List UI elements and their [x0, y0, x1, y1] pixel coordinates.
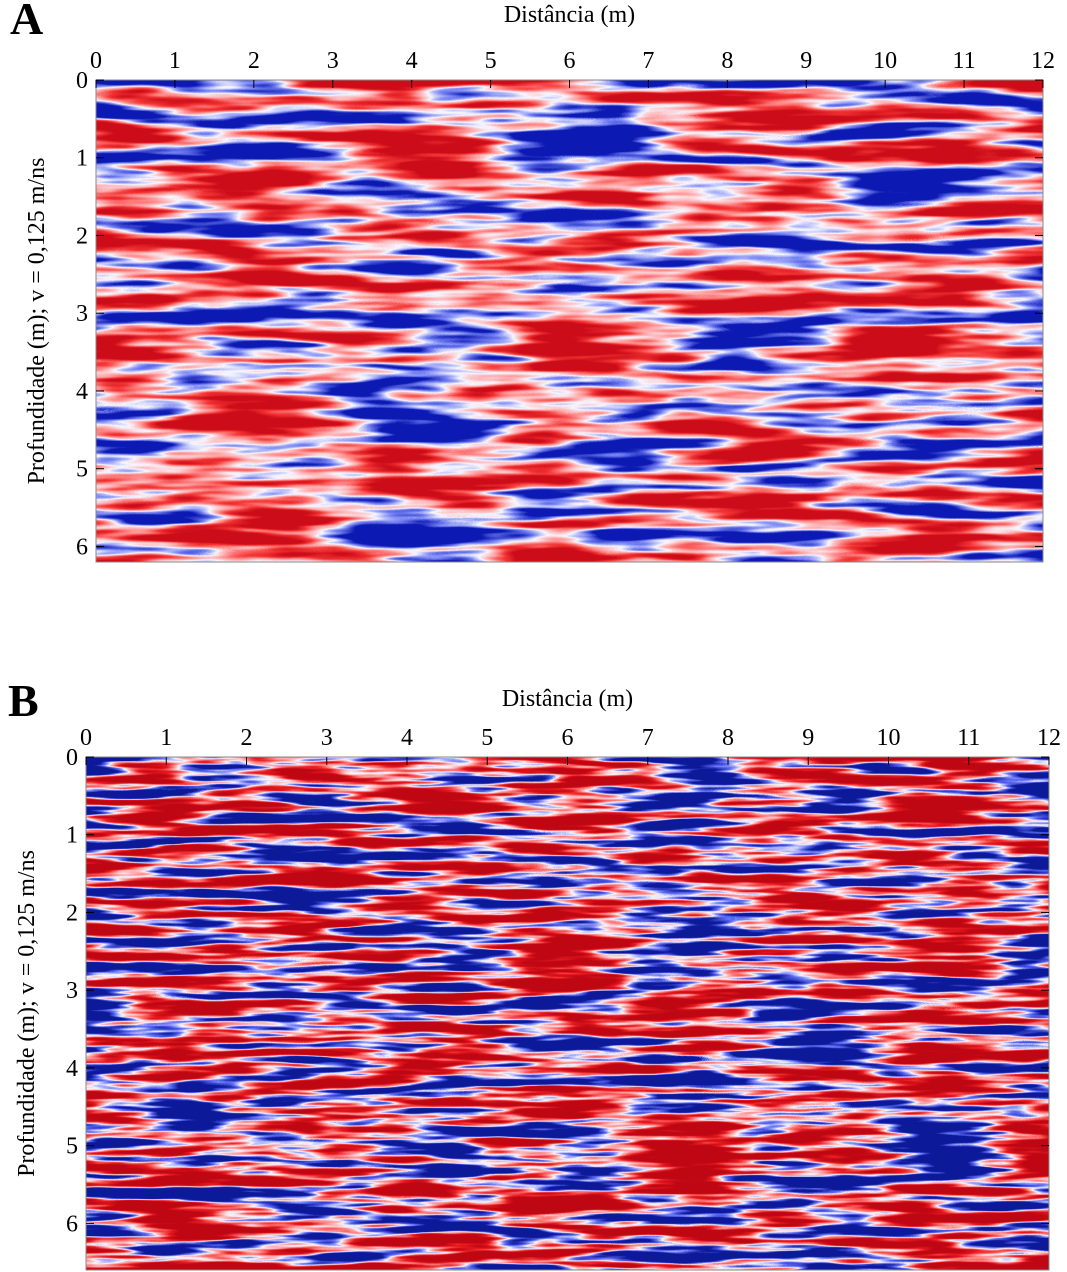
- x-tick-label: 0: [90, 48, 102, 74]
- x-tick-label: 11: [953, 48, 976, 74]
- x-tick-label: 5: [481, 725, 493, 751]
- y-axis-label: Profundidade (m); v = 0,125 m/ns: [14, 850, 40, 1177]
- x-tick-label: 2: [248, 48, 260, 74]
- y-tick-label: 5: [66, 1134, 78, 1160]
- radargram-image: [96, 80, 1043, 562]
- y-tick-label: 0: [76, 68, 88, 94]
- y-tick-label: 1: [66, 823, 78, 849]
- y-tick-label: 1: [76, 146, 88, 172]
- x-tick-label: 9: [800, 48, 812, 74]
- x-tick-label: 11: [957, 725, 980, 751]
- x-tick-label: 1: [160, 725, 172, 751]
- x-tick-label: 4: [401, 725, 413, 751]
- panel-label: B: [8, 675, 39, 726]
- y-tick-label: 6: [66, 1211, 78, 1237]
- x-tick-label: 1: [169, 48, 181, 74]
- panel-label: A: [10, 0, 43, 44]
- x-tick-label: 4: [406, 48, 418, 74]
- x-tick-label: 3: [327, 48, 339, 74]
- x-tick-label: 7: [642, 48, 654, 74]
- x-tick-label: 10: [877, 725, 901, 751]
- x-tick-label: 7: [642, 725, 654, 751]
- x-tick-label: 0: [80, 725, 92, 751]
- x-tick-label: 10: [873, 48, 897, 74]
- x-tick-label: 3: [321, 725, 333, 751]
- y-tick-label: 2: [66, 900, 78, 926]
- x-tick-label: 12: [1031, 48, 1055, 74]
- y-tick-label: 3: [66, 978, 78, 1004]
- x-tick-label: 9: [802, 725, 814, 751]
- x-tick-label: 2: [241, 725, 253, 751]
- radargram-image: [86, 757, 1049, 1270]
- y-tick-label: 5: [76, 457, 88, 483]
- x-tick-label: 6: [562, 725, 574, 751]
- x-tick-label: 12: [1037, 725, 1061, 751]
- x-axis-label: Distância (m): [502, 686, 633, 712]
- y-tick-label: 3: [76, 301, 88, 327]
- y-tick-label: 4: [76, 379, 88, 405]
- x-axis-label: Distância (m): [504, 2, 635, 28]
- y-tick-label: 6: [76, 534, 88, 560]
- y-tick-label: 0: [66, 745, 78, 771]
- x-tick-label: 8: [722, 725, 734, 751]
- x-tick-label: 6: [564, 48, 576, 74]
- y-axis-label: Profundidade (m); v = 0,125 m/ns: [24, 158, 50, 485]
- y-tick-label: 4: [66, 1056, 78, 1082]
- y-tick-label: 2: [76, 223, 88, 249]
- x-tick-label: 8: [721, 48, 733, 74]
- x-tick-label: 5: [485, 48, 497, 74]
